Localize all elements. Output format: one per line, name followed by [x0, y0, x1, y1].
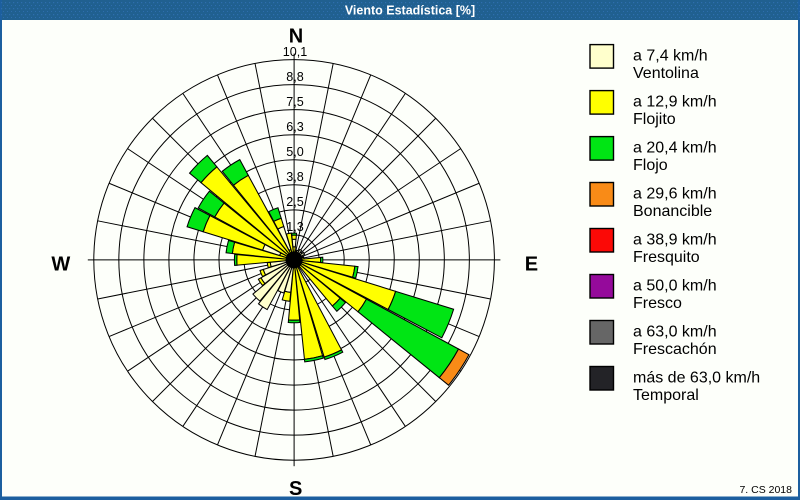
- svg-text:7,5: 7,5: [286, 95, 304, 109]
- svg-text:W: W: [51, 253, 70, 275]
- svg-text:más de 63,0 km/h: más de 63,0 km/h: [633, 369, 760, 386]
- svg-text:E: E: [525, 253, 538, 275]
- svg-text:8,8: 8,8: [286, 70, 304, 84]
- svg-text:a 7,4 km/h: a 7,4 km/h: [633, 48, 708, 65]
- svg-text:Flojo: Flojo: [633, 157, 668, 174]
- svg-text:N: N: [289, 26, 303, 48]
- svg-text:Viento Estadística [%]: Viento Estadística [%]: [345, 3, 475, 17]
- svg-text:5,0: 5,0: [286, 145, 304, 159]
- svg-text:a 29,6 km/h: a 29,6 km/h: [633, 185, 717, 202]
- svg-text:a 12,9 km/h: a 12,9 km/h: [633, 94, 717, 111]
- svg-text:2,5: 2,5: [286, 195, 304, 209]
- svg-text:Fresco: Fresco: [633, 295, 682, 312]
- svg-text:1,3: 1,3: [286, 220, 304, 234]
- svg-text:Frescachón: Frescachón: [633, 341, 717, 358]
- svg-text:Ventolina: Ventolina: [633, 65, 699, 82]
- svg-text:10,1: 10,1: [283, 45, 308, 59]
- svg-text:a 63,0 km/h: a 63,0 km/h: [633, 323, 717, 340]
- svg-text:a 20,4 km/h: a 20,4 km/h: [633, 140, 717, 157]
- svg-text:6,3: 6,3: [286, 120, 304, 134]
- svg-text:Flojito: Flojito: [633, 111, 676, 128]
- svg-text:S: S: [289, 478, 302, 500]
- svg-text:a 38,9 km/h: a 38,9 km/h: [633, 231, 717, 248]
- svg-text:7. CS 2018: 7. CS 2018: [739, 484, 792, 496]
- svg-text:Temporal: Temporal: [633, 387, 699, 404]
- svg-text:Fresquito: Fresquito: [633, 249, 700, 266]
- svg-text:a 50,0 km/h: a 50,0 km/h: [633, 277, 717, 294]
- svg-text:3,8: 3,8: [286, 170, 304, 184]
- svg-text:Bonancible: Bonancible: [633, 203, 712, 220]
